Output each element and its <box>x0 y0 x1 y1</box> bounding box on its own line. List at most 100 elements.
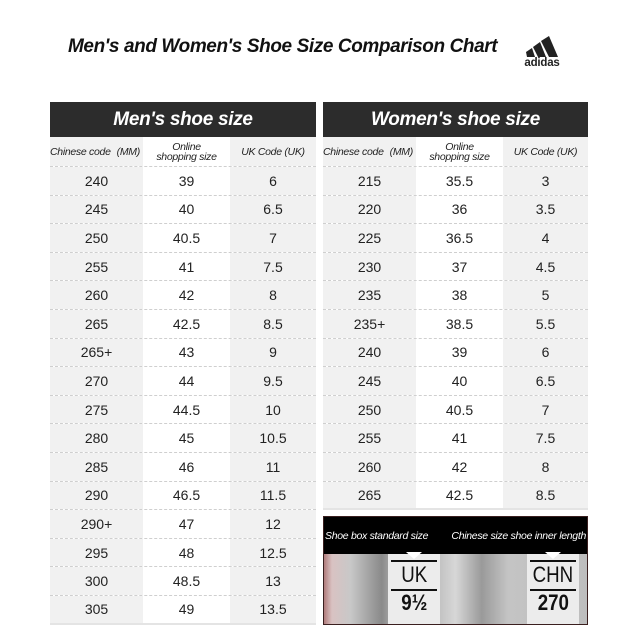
header-online-size: Online shopping size <box>416 137 503 166</box>
chinese-code-cell: 305 <box>50 595 143 623</box>
chinese-code-cell: 295 <box>50 538 143 567</box>
chinese-code-cell: 300 <box>50 567 143 595</box>
table-row: 290+ 47 12 <box>50 510 316 539</box>
womens-column-headers: Chinese code (MM) Online shopping size U… <box>323 137 588 167</box>
online-size-cell: 36 <box>416 195 503 224</box>
table-row: 255 41 7.5 <box>50 252 316 282</box>
uk-code-cell: 11 <box>230 452 316 481</box>
uk-tag-label: UK <box>401 562 427 587</box>
uk-code-cell: 6 <box>230 167 316 195</box>
header-chinese-code-unit: (MM) <box>116 145 141 158</box>
table-row: 215 35.5 3 <box>323 167 588 196</box>
table-row: 295 48 12.5 <box>50 538 316 568</box>
uk-code-cell: 8 <box>230 281 316 309</box>
uk-code-cell: 5 <box>503 281 588 309</box>
uk-code-cell: 12.5 <box>230 538 316 567</box>
blurred-label-background: UK 9½ CHN 270 <box>324 552 587 624</box>
online-size-cell: 39 <box>143 167 230 195</box>
header-online-line2: shopping size <box>156 150 217 163</box>
online-size-cell: 48 <box>143 538 230 567</box>
chinese-code-cell: 260 <box>323 452 416 481</box>
uk-code-cell: 9 <box>230 338 316 367</box>
online-size-cell: 46 <box>143 452 230 481</box>
chinese-code-cell: 245 <box>323 367 416 395</box>
online-size-cell: 38 <box>416 281 503 309</box>
table-row: 240 39 6 <box>50 167 316 196</box>
chinese-code-cell: 235+ <box>323 309 416 338</box>
online-size-cell: 42 <box>416 452 503 481</box>
chinese-code-cell: 240 <box>50 167 143 195</box>
table-row: 280 45 10.5 <box>50 424 316 453</box>
online-size-cell: 38.5 <box>416 309 503 338</box>
table-row: 240 39 6 <box>323 338 588 368</box>
header-uk-code: UK Code (UK) <box>503 137 588 166</box>
table-row: 300 48.5 13 <box>50 567 316 596</box>
table-row: 265 42.5 8.5 <box>50 309 316 339</box>
table-row: 245 40 6.5 <box>50 195 316 225</box>
chinese-code-cell: 245 <box>50 195 143 224</box>
table-row: 275 44.5 10 <box>50 395 316 425</box>
online-size-cell: 39 <box>416 338 503 367</box>
uk-code-cell: 11.5 <box>230 481 316 510</box>
womens-table-body: 215 35.5 3 220 36 3.5 225 36.5 4 230 37 4.5 235 38 5 23… <box>323 167 588 511</box>
chinese-code-cell: 260 <box>50 281 143 309</box>
table-row: 235 38 5 <box>323 281 588 310</box>
online-size-cell: 42.5 <box>416 481 503 509</box>
womens-table-title: Women's shoe size <box>323 102 588 137</box>
table-row: 245 40 6.5 <box>323 367 588 396</box>
table-row: 220 36 3.5 <box>323 195 588 225</box>
uk-code-cell: 10.5 <box>230 424 316 452</box>
tag-divider <box>530 589 576 591</box>
chinese-code-cell: 220 <box>323 195 416 224</box>
chn-tag-value: 270 <box>537 590 569 615</box>
uk-code-cell: 13.5 <box>230 595 316 623</box>
uk-code-cell: 7.5 <box>230 252 316 281</box>
uk-code-cell: 8.5 <box>503 481 588 509</box>
chinese-code-cell: 270 <box>50 367 143 395</box>
header-chinese-code-label: Chinese code <box>323 145 384 158</box>
table-row: 305 49 13.5 <box>50 595 316 625</box>
online-size-cell: 40 <box>143 195 230 224</box>
chn-tag-label: CHN <box>532 562 574 587</box>
header-online-line2: shopping size <box>429 150 490 163</box>
table-row: 250 40.5 7 <box>50 224 316 253</box>
mens-table-body: 240 39 6 245 40 6.5 250 40.5 7 255 41 7.5 260 42 8 265 4… <box>50 167 316 625</box>
online-size-cell: 44.5 <box>143 395 230 424</box>
uk-code-cell: 7.5 <box>503 424 588 452</box>
chinese-code-cell: 290 <box>50 481 143 510</box>
header-chinese-code-label: Chinese code <box>50 145 111 158</box>
chinese-code-cell: 265+ <box>50 338 143 367</box>
uk-code-cell: 7 <box>230 224 316 252</box>
chinese-code-cell: 265 <box>323 481 416 509</box>
photo-caption-bar: Shoe box standard size Chinese size shoe… <box>324 517 587 554</box>
adidas-three-stripes-icon <box>526 36 558 57</box>
online-size-cell: 44 <box>143 367 230 395</box>
uk-code-cell: 4.5 <box>503 252 588 281</box>
online-size-cell: 48.5 <box>143 567 230 595</box>
table-row: 255 41 7.5 <box>323 424 588 453</box>
online-size-cell: 40.5 <box>416 395 503 424</box>
shoe-box-size-caption: Shoe box standard size <box>325 529 429 542</box>
table-row: 285 46 11 <box>50 452 316 482</box>
chinese-code-cell: 285 <box>50 452 143 481</box>
chn-size-tag: CHN 270 <box>527 552 579 624</box>
inner-length-caption: Chinese size shoe inner length <box>451 529 586 542</box>
table-row: 235+ 38.5 5.5 <box>323 309 588 339</box>
online-size-cell: 42.5 <box>143 309 230 338</box>
uk-code-cell: 8.5 <box>230 309 316 338</box>
uk-code-cell: 6.5 <box>503 367 588 395</box>
chinese-code-cell: 275 <box>50 395 143 424</box>
shoe-label-photo: Shoe box standard size Chinese size shoe… <box>323 516 588 625</box>
uk-code-cell: 5.5 <box>503 309 588 338</box>
header-online-size: Online shopping size <box>143 137 230 166</box>
chinese-code-cell: 280 <box>50 424 143 452</box>
header-uk-code: UK Code (UK) <box>230 137 316 166</box>
table-row: 270 44 9.5 <box>50 367 316 396</box>
uk-code-cell: 10 <box>230 395 316 424</box>
uk-code-cell: 8 <box>503 452 588 481</box>
chinese-code-cell: 230 <box>323 252 416 281</box>
adidas-logo: adidas <box>516 35 568 71</box>
header-chinese-code: Chinese code (MM) <box>323 137 416 166</box>
online-size-cell: 43 <box>143 338 230 367</box>
online-size-cell: 45 <box>143 424 230 452</box>
